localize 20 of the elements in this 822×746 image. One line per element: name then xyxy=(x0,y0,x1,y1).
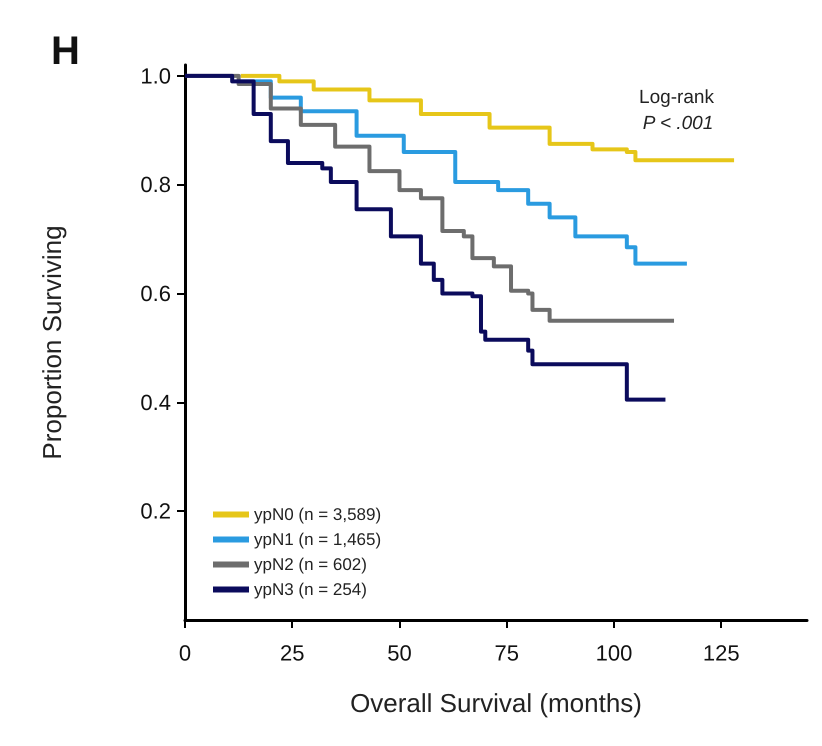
x-tick-label: 0 xyxy=(178,640,192,666)
y-tick-label: 1.0 xyxy=(140,63,171,88)
legend-label: ypN2 (n = 602) xyxy=(254,555,367,574)
x-tick-label: 125 xyxy=(702,640,740,666)
chart-title: H xyxy=(51,29,80,73)
x-tick-label: 25 xyxy=(280,640,304,666)
annotation: P < .001 xyxy=(642,113,714,134)
y-tick-label: 0.6 xyxy=(140,281,171,306)
y-tick-label: 0.4 xyxy=(140,390,171,415)
y-tick-label: 0.8 xyxy=(140,172,171,198)
x-tick-label: 50 xyxy=(387,640,412,666)
x-axis-title: Overall Survival (months) xyxy=(350,688,642,718)
y-tick-label: 0.2 xyxy=(140,498,171,524)
x-tick-label: 100 xyxy=(596,640,632,666)
x-tick-label: 75 xyxy=(494,640,519,666)
annotation: Log-rank xyxy=(639,87,714,108)
legend-label: ypN3 (n = 254) xyxy=(254,580,367,599)
legend-label: ypN0 (n = 3,589) xyxy=(254,505,382,524)
y-axis-title: Proportion Surviving xyxy=(37,225,67,460)
legend-label: ypN1 (n = 1,465) xyxy=(254,530,382,549)
